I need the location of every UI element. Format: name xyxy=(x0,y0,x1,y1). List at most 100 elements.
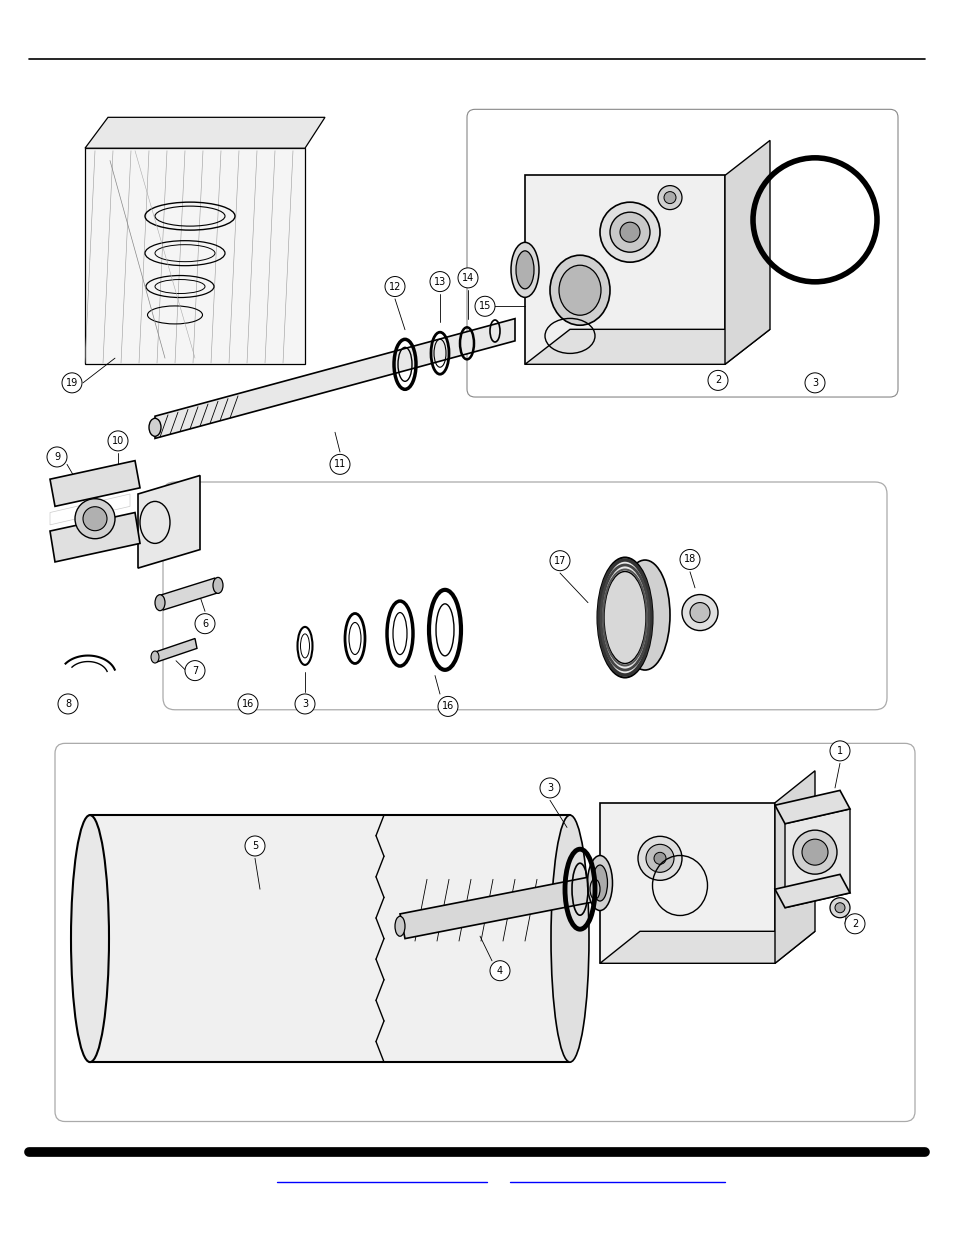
Circle shape xyxy=(490,961,510,981)
Ellipse shape xyxy=(516,251,534,289)
Ellipse shape xyxy=(619,559,669,671)
Circle shape xyxy=(658,185,681,210)
Ellipse shape xyxy=(154,595,165,610)
Ellipse shape xyxy=(213,578,223,593)
Circle shape xyxy=(47,447,67,467)
Polygon shape xyxy=(50,494,130,525)
Circle shape xyxy=(834,903,844,913)
Ellipse shape xyxy=(77,858,102,1019)
Ellipse shape xyxy=(558,266,600,315)
Circle shape xyxy=(475,296,495,316)
Circle shape xyxy=(804,373,824,393)
Circle shape xyxy=(654,852,665,864)
Circle shape xyxy=(108,431,128,451)
Text: 19: 19 xyxy=(66,378,78,388)
Text: 18: 18 xyxy=(683,555,696,564)
Polygon shape xyxy=(85,148,305,364)
Circle shape xyxy=(75,499,115,538)
Circle shape xyxy=(550,551,569,571)
Text: 11: 11 xyxy=(334,459,346,469)
Circle shape xyxy=(663,191,676,204)
Circle shape xyxy=(792,830,836,874)
Polygon shape xyxy=(599,803,774,963)
Circle shape xyxy=(237,694,257,714)
Ellipse shape xyxy=(587,856,612,910)
Circle shape xyxy=(681,594,718,631)
Polygon shape xyxy=(90,815,569,1062)
Ellipse shape xyxy=(550,256,609,325)
Circle shape xyxy=(599,203,659,262)
Polygon shape xyxy=(399,877,595,939)
Circle shape xyxy=(58,694,78,714)
Text: 13: 13 xyxy=(434,277,446,287)
Text: 17: 17 xyxy=(554,556,565,566)
Circle shape xyxy=(62,373,82,393)
Ellipse shape xyxy=(151,651,159,663)
Circle shape xyxy=(194,614,214,634)
Polygon shape xyxy=(784,809,849,908)
Text: 2: 2 xyxy=(714,375,720,385)
Circle shape xyxy=(539,778,559,798)
Text: 16: 16 xyxy=(242,699,253,709)
Polygon shape xyxy=(524,175,724,364)
Polygon shape xyxy=(774,874,849,908)
Circle shape xyxy=(619,222,639,242)
Polygon shape xyxy=(774,790,849,824)
Circle shape xyxy=(83,506,107,531)
Text: 1: 1 xyxy=(836,746,842,756)
Text: 10: 10 xyxy=(112,436,124,446)
Circle shape xyxy=(829,741,849,761)
Polygon shape xyxy=(160,578,218,610)
Polygon shape xyxy=(599,931,814,963)
Circle shape xyxy=(330,454,350,474)
Polygon shape xyxy=(154,319,515,438)
Ellipse shape xyxy=(551,815,588,1062)
Circle shape xyxy=(801,839,827,866)
Circle shape xyxy=(707,370,727,390)
Circle shape xyxy=(638,836,681,881)
Polygon shape xyxy=(138,475,200,568)
Circle shape xyxy=(689,603,709,622)
Text: 5: 5 xyxy=(252,841,258,851)
Polygon shape xyxy=(154,638,196,662)
Ellipse shape xyxy=(395,916,405,936)
Circle shape xyxy=(457,268,477,288)
Circle shape xyxy=(430,272,450,291)
Circle shape xyxy=(829,898,849,918)
Ellipse shape xyxy=(71,815,109,1062)
Text: 3: 3 xyxy=(546,783,553,793)
Circle shape xyxy=(645,845,673,872)
Circle shape xyxy=(844,914,864,934)
Circle shape xyxy=(294,694,314,714)
Circle shape xyxy=(679,550,700,569)
Text: 14: 14 xyxy=(461,273,474,283)
Polygon shape xyxy=(85,117,325,148)
Ellipse shape xyxy=(589,879,599,899)
Ellipse shape xyxy=(511,242,538,298)
Text: 7: 7 xyxy=(192,666,198,676)
Polygon shape xyxy=(50,461,140,506)
Ellipse shape xyxy=(149,419,161,436)
Circle shape xyxy=(437,697,457,716)
Text: 8: 8 xyxy=(65,699,71,709)
Circle shape xyxy=(385,277,405,296)
Text: 3: 3 xyxy=(811,378,818,388)
Polygon shape xyxy=(50,513,140,562)
Ellipse shape xyxy=(592,864,607,902)
Polygon shape xyxy=(774,771,814,963)
Ellipse shape xyxy=(597,557,652,678)
Polygon shape xyxy=(724,141,769,364)
Circle shape xyxy=(245,836,265,856)
Text: 12: 12 xyxy=(389,282,401,291)
Circle shape xyxy=(185,661,205,680)
Text: 9: 9 xyxy=(54,452,60,462)
Text: 16: 16 xyxy=(441,701,454,711)
Text: 2: 2 xyxy=(851,919,858,929)
Text: 15: 15 xyxy=(478,301,491,311)
Text: 3: 3 xyxy=(301,699,308,709)
Text: 4: 4 xyxy=(497,966,502,976)
Text: 6: 6 xyxy=(202,619,208,629)
Ellipse shape xyxy=(603,572,645,663)
Polygon shape xyxy=(524,330,769,364)
Circle shape xyxy=(609,212,649,252)
